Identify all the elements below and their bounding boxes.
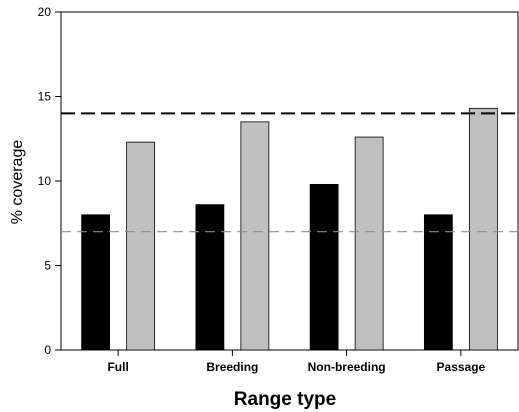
x-tick-label: Passage — [437, 360, 486, 374]
y-tick-label: 15 — [38, 90, 52, 104]
bar — [354, 136, 384, 351]
bar — [81, 214, 111, 351]
bar — [240, 121, 270, 351]
y-axis-title: % coverage — [9, 140, 26, 225]
bar — [468, 107, 498, 351]
x-tick-label: Non-breeding — [308, 360, 386, 374]
plot-area: 0 5 10 15 20 Full Breeding Non-breeding Passage — [38, 5, 519, 374]
bar — [195, 204, 225, 351]
x-tick-label: Breeding — [206, 360, 258, 374]
x-axis-title: Range type — [234, 389, 336, 410]
y-tick-label: 0 — [44, 343, 51, 357]
y-tick-label: 10 — [38, 174, 52, 188]
bar — [126, 141, 156, 351]
bar — [309, 183, 339, 351]
y-tick-label: 20 — [38, 5, 52, 19]
x-tick-label: Full — [107, 360, 128, 374]
bar — [423, 214, 453, 351]
y-tick-label: 5 — [44, 259, 51, 273]
